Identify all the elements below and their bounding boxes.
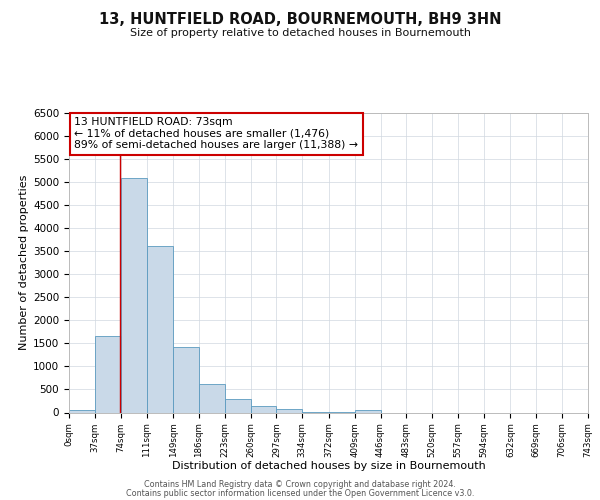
Bar (173, 346, 199, 412)
Text: 13, HUNTFIELD ROAD, BOURNEMOUTH, BH9 3HN: 13, HUNTFIELD ROAD, BOURNEMOUTH, BH9 3HN (99, 12, 501, 28)
Text: Size of property relative to detached houses in Bournemouth: Size of property relative to detached ho… (130, 28, 470, 38)
Bar (277, 410, 302, 412)
Bar (95, 336, 121, 412)
Bar (225, 398, 251, 412)
Bar (355, 410, 380, 412)
Bar (121, 178, 146, 412)
Bar (69, 410, 95, 412)
Bar (199, 384, 225, 412)
X-axis label: Distribution of detached houses by size in Bournemouth: Distribution of detached houses by size … (172, 462, 485, 471)
Y-axis label: Number of detached properties: Number of detached properties (19, 175, 29, 350)
Bar (146, 246, 173, 412)
Text: Contains public sector information licensed under the Open Government Licence v3: Contains public sector information licen… (126, 488, 474, 498)
Text: 13 HUNTFIELD ROAD: 73sqm
← 11% of detached houses are smaller (1,476)
89% of sem: 13 HUNTFIELD ROAD: 73sqm ← 11% of detach… (74, 117, 358, 150)
Bar (251, 406, 277, 412)
Text: Contains HM Land Registry data © Crown copyright and database right 2024.: Contains HM Land Registry data © Crown c… (144, 480, 456, 489)
